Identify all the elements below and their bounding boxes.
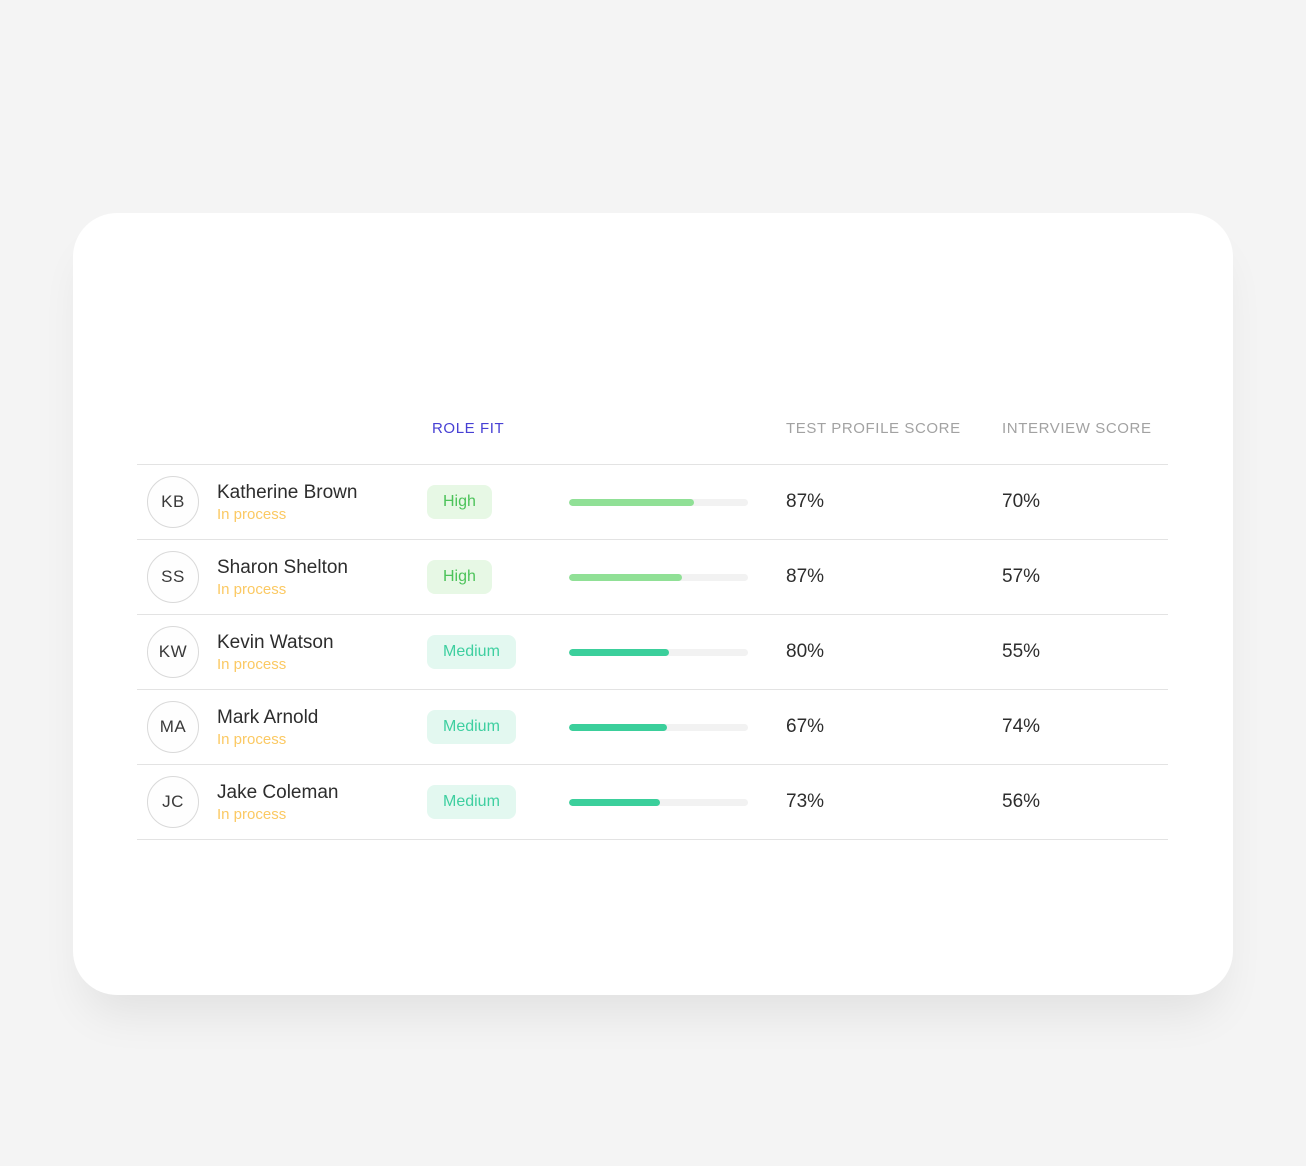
candidate-cell: MA Mark Arnold In process [137,701,427,753]
candidates-table: ROLE FIT TEST PROFILE SCORE INTERVIEW SC… [137,213,1168,840]
test-profile-score-value: 73% [786,791,825,812]
candidate-status: In process [217,656,287,674]
column-header-interview-score[interactable]: INTERVIEW SCORE [1002,420,1152,437]
candidate-name: Katherine Brown [217,481,358,503]
candidate-name: Kevin Watson [217,631,334,653]
avatar-initials: SS [161,567,185,586]
candidate-row[interactable]: MA Mark Arnold In process Medium 67% 74% [137,690,1168,765]
progress-cell [569,498,786,506]
candidate-identity: Mark Arnold In process [217,706,318,749]
role-fit-cell: Medium [427,635,569,669]
progress-cell [569,648,786,656]
progress-track [569,648,748,656]
avatar: JC [147,776,199,828]
candidate-name: Sharon Shelton [217,556,348,578]
progress-track [569,798,748,806]
column-header-test-profile-score[interactable]: TEST PROFILE SCORE [786,420,961,437]
candidate-cell: KB Katherine Brown In process [137,476,427,528]
test-profile-score-value: 80% [786,641,825,662]
candidate-identity: Jake Coleman In process [217,781,338,824]
interview-score-value: 56% [1002,791,1041,812]
role-fit-cell: Medium [427,785,569,819]
test-profile-score-value: 87% [786,566,825,587]
progress-cell [569,798,786,806]
progress-cell [569,723,786,731]
candidates-card: ROLE FIT TEST PROFILE SCORE INTERVIEW SC… [73,213,1233,995]
progress-cell [569,573,786,581]
candidate-name: Jake Coleman [217,781,339,803]
progress-track [569,498,748,506]
progress-fill [569,498,695,506]
progress-track [569,723,748,731]
interview-score-value: 74% [1002,716,1041,737]
avatar: SS [147,551,199,603]
interview-score-value: 55% [1002,641,1041,662]
progress-fill [569,723,668,731]
avatar: KB [147,476,199,528]
candidate-row[interactable]: KW Kevin Watson In process Medium 80% 55… [137,615,1168,690]
role-fit-badge: High [427,485,492,519]
candidate-status: In process [217,581,287,599]
table-body: KB Katherine Brown In process High 87% 7… [137,465,1168,840]
progress-track [569,573,748,581]
table-header-row: ROLE FIT TEST PROFILE SCORE INTERVIEW SC… [137,393,1168,465]
interview-score-value: 70% [1002,491,1041,512]
test-profile-score-value: 87% [786,491,825,512]
role-fit-cell: Medium [427,710,569,744]
candidate-row[interactable]: KB Katherine Brown In process High 87% 7… [137,465,1168,540]
interview-score-value: 57% [1002,566,1041,587]
column-header-role-fit[interactable]: ROLE FIT [432,420,505,437]
role-fit-badge: High [427,560,492,594]
candidate-status: In process [217,506,287,524]
candidate-row[interactable]: SS Sharon Shelton In process High 87% 57… [137,540,1168,615]
progress-fill [569,798,661,806]
candidate-name: Mark Arnold [217,706,319,728]
candidate-identity: Katherine Brown In process [217,481,357,524]
avatar-initials: KW [158,642,188,661]
role-fit-cell: High [427,485,569,519]
candidate-cell: KW Kevin Watson In process [137,626,427,678]
avatar: MA [147,701,199,753]
test-profile-score-value: 67% [786,716,825,737]
candidate-cell: JC Jake Coleman In process [137,776,427,828]
progress-fill [569,648,670,656]
role-fit-badge: Medium [427,710,516,744]
candidate-identity: Kevin Watson In process [217,631,334,674]
progress-fill [569,573,682,581]
candidate-row[interactable]: JC Jake Coleman In process Medium 73% 56… [137,765,1168,840]
avatar-initials: JC [162,792,184,811]
avatar-initials: KB [161,492,185,511]
candidate-identity: Sharon Shelton In process [217,556,348,599]
candidate-status: In process [217,806,287,824]
candidate-cell: SS Sharon Shelton In process [137,551,427,603]
role-fit-badge: Medium [427,785,516,819]
avatar: KW [147,626,199,678]
candidate-status: In process [217,731,287,749]
avatar-initials: MA [159,717,187,736]
role-fit-cell: High [427,560,569,594]
role-fit-badge: Medium [427,635,516,669]
